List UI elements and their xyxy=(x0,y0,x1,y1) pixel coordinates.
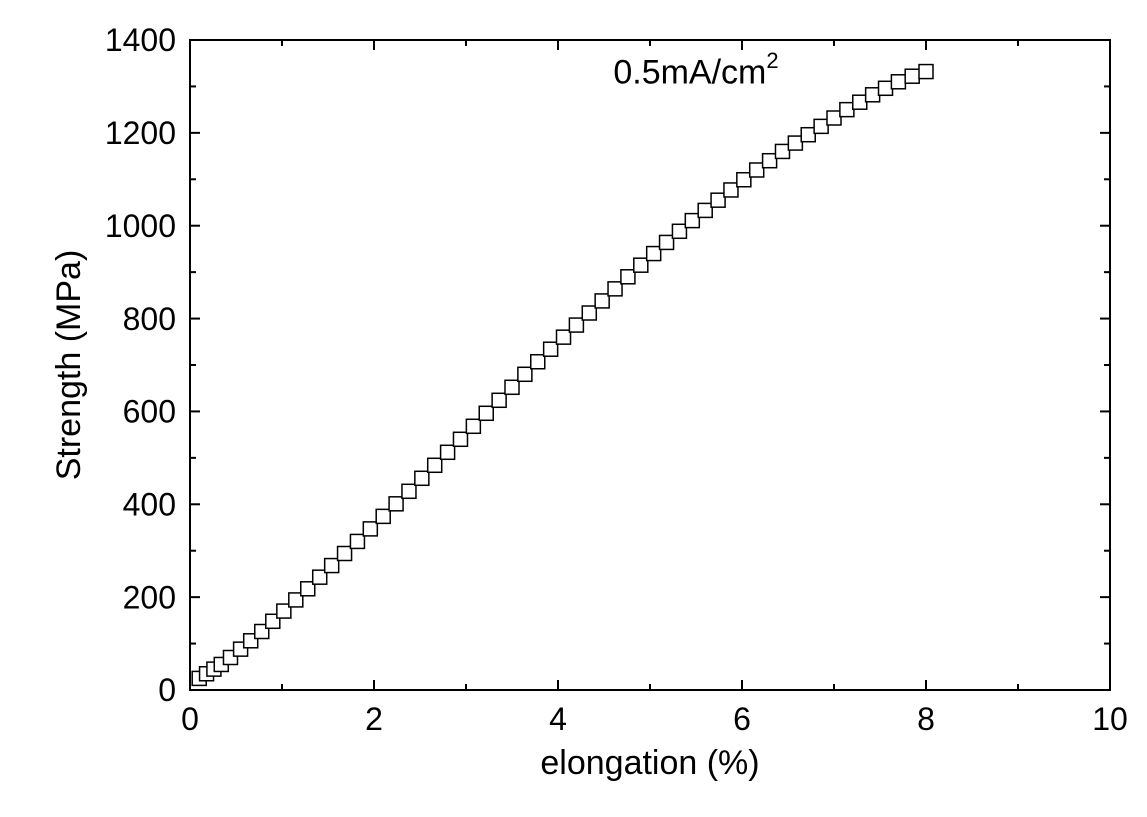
data-marker xyxy=(402,484,416,498)
data-marker xyxy=(492,393,506,407)
data-marker xyxy=(544,342,558,356)
y-tick-label: 400 xyxy=(123,486,176,522)
plot-frame xyxy=(190,40,1110,690)
x-tick-label: 2 xyxy=(365,701,383,737)
data-marker xyxy=(711,193,725,207)
data-marker xyxy=(518,367,532,381)
x-axis-title: elongation (%) xyxy=(540,744,759,782)
y-tick-label: 1200 xyxy=(105,115,176,151)
data-marker xyxy=(814,119,828,133)
x-tick-label: 4 xyxy=(549,701,567,737)
data-marker xyxy=(505,380,519,394)
data-marker xyxy=(325,559,339,573)
data-marker xyxy=(608,282,622,296)
data-marker xyxy=(621,270,635,284)
data-marker xyxy=(634,258,648,272)
data-marker xyxy=(672,224,686,238)
data-marker xyxy=(698,203,712,217)
data-marker xyxy=(582,306,596,320)
data-marker xyxy=(389,497,403,511)
chart-container: 0 2 4 6 8 10 0 200 400 600 800 1000 1200 1400 elongati… xyxy=(0,0,1147,817)
data-marker xyxy=(879,81,893,95)
data-marker xyxy=(441,445,455,459)
data-marker xyxy=(569,318,583,332)
data-marker xyxy=(891,75,905,89)
data-marker xyxy=(453,432,467,446)
y-tick-label: 600 xyxy=(123,394,176,430)
data-marker xyxy=(338,547,352,561)
annotation-sup: 2 xyxy=(766,48,778,73)
data-marker xyxy=(827,111,841,125)
data-marker xyxy=(763,154,777,168)
data-marker xyxy=(350,534,364,548)
data-marker xyxy=(428,458,442,472)
data-marker xyxy=(685,214,699,228)
data-marker xyxy=(919,65,933,79)
x-tick-label: 0 xyxy=(181,701,199,737)
data-marker xyxy=(905,69,919,83)
annotation-text: 0.5mA/cm2 xyxy=(613,48,778,91)
x-tick-label: 6 xyxy=(733,701,751,737)
data-marker xyxy=(737,173,751,187)
y-tick-label: 200 xyxy=(123,579,176,615)
data-marker xyxy=(750,163,764,177)
data-marker xyxy=(363,522,377,536)
y-tick-label: 0 xyxy=(158,672,176,708)
data-marker xyxy=(840,103,854,117)
chart-svg: 0 2 4 6 8 10 0 200 400 600 800 1000 1200 1400 elongati… xyxy=(0,0,1147,817)
data-marker xyxy=(866,88,880,102)
data-marker xyxy=(415,471,429,485)
data-marker xyxy=(595,294,609,308)
data-marker xyxy=(775,144,789,158)
y-tick-label: 1000 xyxy=(105,208,176,244)
data-marker xyxy=(801,128,815,142)
data-marker xyxy=(466,419,480,433)
annotation-main: 0.5mA/cm xyxy=(613,53,766,91)
y-tick-label: 800 xyxy=(123,301,176,337)
data-marker xyxy=(647,247,661,261)
y-axis-title: Strength (MPa) xyxy=(50,250,88,481)
y-tick-label: 1400 xyxy=(105,22,176,58)
data-marker xyxy=(660,235,674,249)
x-tick-label: 8 xyxy=(917,701,935,737)
x-tick-label: 10 xyxy=(1092,701,1128,737)
data-marker xyxy=(531,355,545,369)
data-marker xyxy=(853,95,867,109)
data-marker xyxy=(557,330,571,344)
data-marker xyxy=(479,406,493,420)
data-marker xyxy=(724,183,738,197)
data-marker xyxy=(788,136,802,150)
data-marker xyxy=(376,509,390,523)
